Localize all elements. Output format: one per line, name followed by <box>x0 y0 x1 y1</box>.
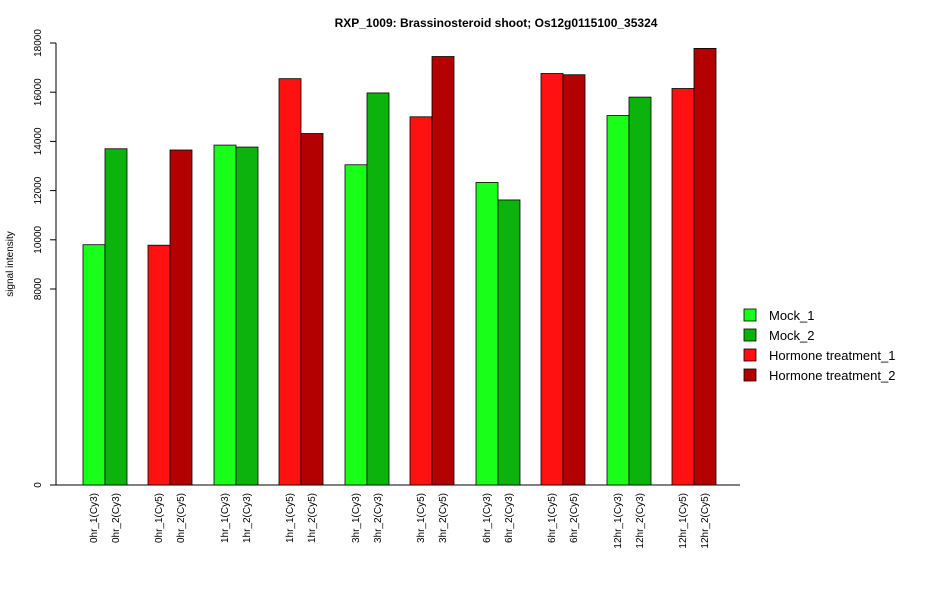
bar <box>235 146 259 486</box>
x-tick-label: 12hr_2(Cy5) <box>700 493 711 549</box>
x-tick-label: 3hr_1(Cy5) <box>416 493 427 543</box>
legend-label: Mock_2 <box>769 328 815 343</box>
bar <box>213 144 237 486</box>
y-tick-label: 0 <box>33 482 44 488</box>
legend: Mock_1 Mock_2 Hormone treatment_1 Hormone t… <box>743 308 895 383</box>
x-tick-label: 12hr_1(Cy3) <box>613 493 624 549</box>
bar <box>409 116 433 486</box>
y-tick-label: 18000 <box>33 29 44 57</box>
x-tick-label: 12hr_1(Cy5) <box>678 493 689 549</box>
y-axis-label: signal intensity <box>5 231 16 297</box>
bar <box>628 96 652 486</box>
chart-title: RXP_1009: Brassinosteroid shoot; Os12g01… <box>335 16 658 30</box>
legend-swatch <box>743 328 757 342</box>
legend-label: Mock_1 <box>769 308 815 323</box>
x-tick-label: 6hr_1(Cy3) <box>482 493 493 543</box>
legend-swatch <box>743 368 757 382</box>
x-tick-label: 0hr_2(Cy3) <box>111 493 122 543</box>
bar <box>344 164 368 486</box>
bar <box>278 78 302 486</box>
y-tick-label: 12000 <box>33 176 44 204</box>
x-tick-label: 0hr_1(Cy3) <box>89 493 100 543</box>
x-tick-label: 0hr_2(Cy5) <box>176 493 187 543</box>
legend-label: Hormone treatment_1 <box>769 348 895 363</box>
x-tick-label: 1hr_2(Cy3) <box>242 493 253 543</box>
y-tick-label: 14000 <box>33 127 44 155</box>
y-tick-label: 10000 <box>33 225 44 253</box>
bars <box>82 48 717 486</box>
x-tick-label: 6hr_2(Cy5) <box>569 493 580 543</box>
bar <box>300 133 324 486</box>
bar <box>540 73 564 486</box>
bar <box>693 48 717 486</box>
x-tick-label: 3hr_2(Cy3) <box>373 493 384 543</box>
x-tick-label: 6hr_1(Cy5) <box>547 493 558 543</box>
legend-swatch <box>743 348 757 362</box>
x-tick-label: 12hr_2(Cy3) <box>635 493 646 549</box>
y-tick-label: 8000 <box>33 277 44 300</box>
bar <box>104 148 128 486</box>
bar <box>147 244 171 486</box>
bar <box>606 115 630 486</box>
bar <box>562 74 586 486</box>
x-tick-label: 3hr_2(Cy5) <box>438 493 449 543</box>
bar <box>497 199 521 486</box>
x-tick-labels: 0hr_1(Cy3) 0hr_2(Cy3) 0hr_1(Cy5) 0hr_2(Cy5)… <box>89 493 711 549</box>
bar <box>671 88 695 486</box>
x-tick-label: 6hr_2(Cy3) <box>504 493 515 543</box>
x-tick-label: 1hr_2(Cy5) <box>307 493 318 543</box>
x-tick-label: 0hr_1(Cy5) <box>154 493 165 543</box>
bar <box>169 149 193 486</box>
bar <box>82 244 106 486</box>
x-tick-label: 1hr_1(Cy3) <box>220 493 231 543</box>
bar <box>431 56 455 486</box>
y-tick-label: 16000 <box>33 78 44 106</box>
bar <box>475 182 499 486</box>
legend-swatch <box>743 308 757 322</box>
legend-label: Hormone treatment_2 <box>769 368 895 383</box>
bar <box>366 92 390 486</box>
x-tick-label: 1hr_1(Cy5) <box>285 493 296 543</box>
x-tick-label: 3hr_1(Cy3) <box>351 493 362 543</box>
